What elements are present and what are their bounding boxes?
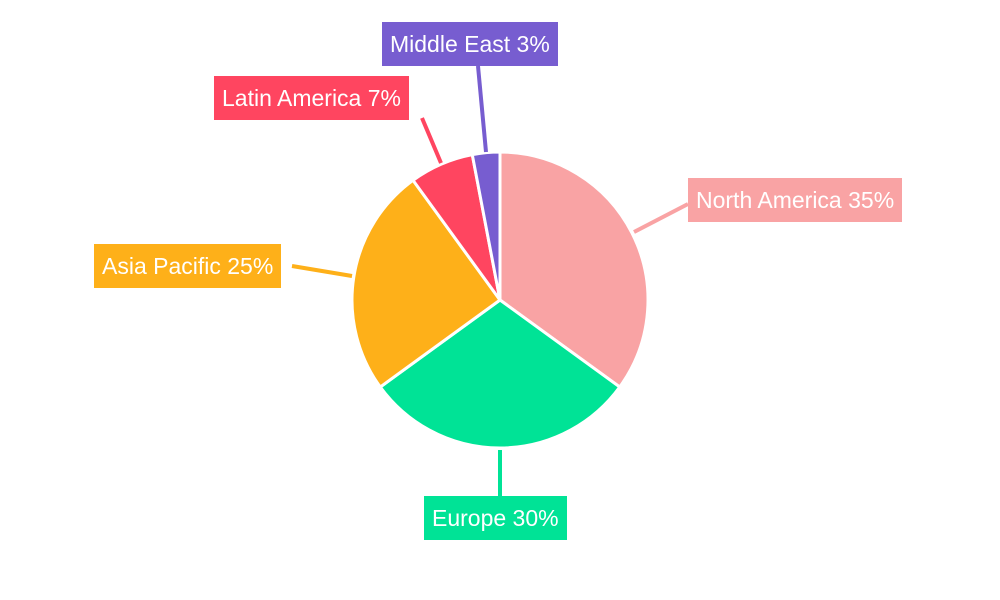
leader-line bbox=[291, 264, 353, 278]
data-label: Asia Pacific 25% bbox=[94, 244, 282, 288]
data-label: North America 35% bbox=[688, 178, 903, 222]
data-label: Europe 30% bbox=[424, 496, 567, 540]
slice-middle-east[interactable] bbox=[470, 150, 502, 301]
leader-line bbox=[476, 65, 488, 153]
leader-line bbox=[633, 202, 689, 234]
data-label: Latin America 7% bbox=[214, 76, 409, 120]
slice-europe[interactable] bbox=[378, 298, 622, 450]
slice-north-america[interactable] bbox=[498, 150, 650, 390]
data-label: Middle East 3% bbox=[382, 22, 558, 66]
slice-asia-pacific[interactable] bbox=[350, 178, 503, 390]
leader-line bbox=[420, 117, 443, 164]
